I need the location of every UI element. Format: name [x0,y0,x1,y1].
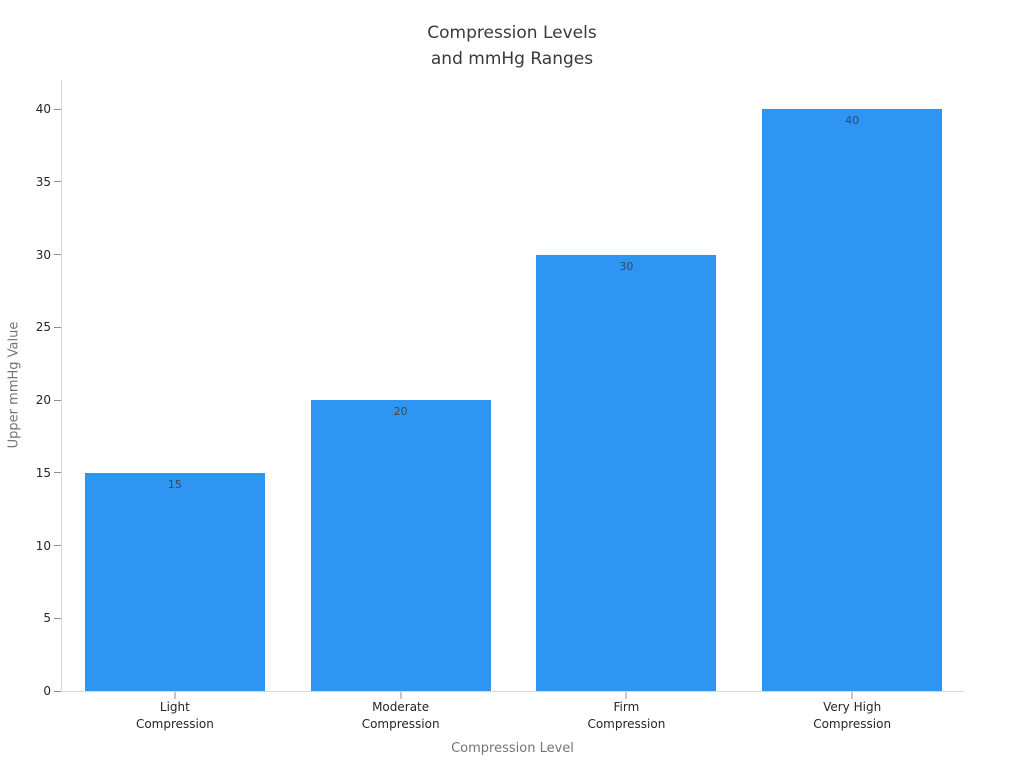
y-tick-label: 10 [35,538,51,553]
x-axis-title: Compression Level [451,741,574,756]
x-tick-label-line: Moderate [372,700,430,714]
plot-area: 0 5 10 15 20 25 30 35 40 15 Light Compression 20 Mode… [36,80,965,731]
x-tick-label-line: Compression [813,717,892,731]
bar-value-label: 40 [845,114,860,128]
x-tick-mark [851,692,853,699]
x-tick-mark [174,692,176,699]
y-tick-mark [54,472,61,474]
x-tick-mark [625,692,627,699]
y-tick-mark [54,399,61,401]
x-tick-label: Firm Compression [587,699,665,733]
y-tick-label: 35 [35,174,51,189]
y-axis-title: Upper mmHg Value [6,321,22,449]
y-tick-label: 30 [35,247,51,262]
x-tick-label-line: Firm [613,700,640,714]
y-tick-mark [54,545,61,547]
y-tick-mark [54,617,61,619]
chart-title: Compression Levels and mmHg Ranges [0,20,1024,72]
y-tick-label: 15 [35,465,51,480]
y-tick-label: 5 [43,611,51,626]
x-tick-label-line: Compression [361,717,440,731]
x-tick-mark [400,692,402,699]
bar-light-compression: 15 [84,472,265,691]
y-tick-mark [54,326,61,328]
y-tick-mark [54,181,61,183]
bar-moderate-compression: 20 [310,400,491,691]
chart-title-line-2: and mmHg Ranges [430,49,594,69]
y-tick-mark [54,254,61,256]
bar-very-high-compression: 40 [762,109,943,691]
x-tick-label: Moderate Compression [362,699,440,733]
x-tick-label: Very High Compression [813,699,891,733]
y-tick-label: 0 [43,684,51,698]
bar-value-label: 20 [393,405,408,419]
bar-firm-compression: 30 [536,254,717,691]
x-tick-label-line: Compression [135,717,214,731]
bar-value-label: 15 [167,477,182,491]
x-tick-label-line: Compression [587,717,666,731]
x-tick-label-line: Light [159,700,190,714]
x-tick-label-line: Very High [823,700,882,714]
y-tick-label: 40 [35,102,51,117]
x-tick-label: Light Compression [136,699,214,733]
bar-value-label: 30 [619,259,634,273]
chart-title-line-1: Compression Levels [427,23,597,43]
y-tick-mark [54,690,61,692]
y-tick-mark [54,108,61,110]
y-tick-label: 25 [35,320,51,335]
y-tick-label: 20 [35,393,51,408]
